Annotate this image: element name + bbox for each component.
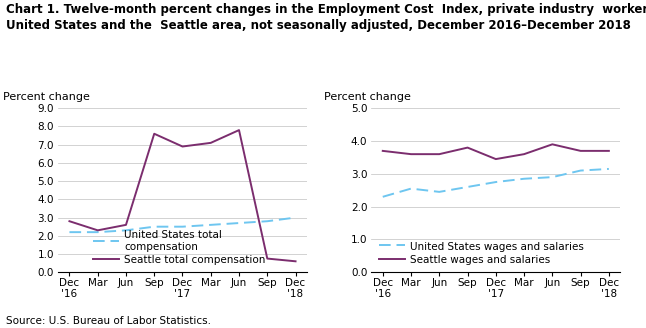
Text: Source: U.S. Bureau of Labor Statistics.: Source: U.S. Bureau of Labor Statistics. xyxy=(6,317,211,326)
Legend: United States total
compensation, Seattle total compensation: United States total compensation, Seattl… xyxy=(93,230,266,265)
Text: Percent change: Percent change xyxy=(3,92,90,102)
Legend: United States wages and salaries, Seattle wages and salaries: United States wages and salaries, Seattl… xyxy=(379,241,584,265)
Text: Percent change: Percent change xyxy=(324,92,411,102)
Text: Chart 1. Twelve-month percent changes in the Employment Cost  Index, private ind: Chart 1. Twelve-month percent changes in… xyxy=(6,3,646,32)
